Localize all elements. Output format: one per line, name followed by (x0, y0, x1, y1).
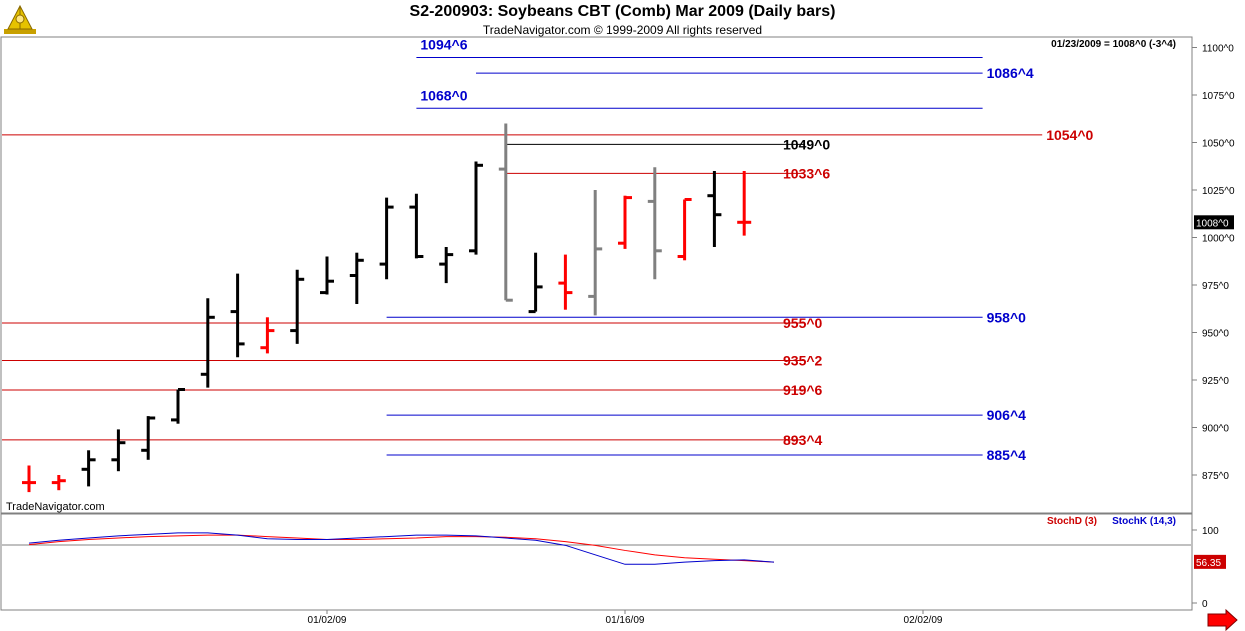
y-tick-label: 900^0 (1202, 424, 1229, 435)
watermark-text: TradeNavigator.com (6, 501, 105, 513)
level-label: 1033^6 (783, 165, 830, 181)
y-tick-label: 1050^0 (1202, 139, 1235, 150)
level-label: 885^4 (987, 447, 1027, 463)
y-tick-label: 1025^0 (1202, 186, 1235, 197)
copyright-line: TradeNavigator.com © 1999-2009 All right… (482, 23, 763, 37)
y-tick-label: 950^0 (1202, 329, 1229, 340)
y-tick-label: 925^0 (1202, 376, 1229, 387)
stochd-legend: StochD (3) (1047, 516, 1097, 527)
stoch-last-label: 56.35 (1196, 558, 1221, 569)
stoch-y-tick-label: 100 (1202, 526, 1219, 537)
trade-navigator-logo-icon (4, 4, 36, 34)
stochk-legend: StochK (14,3) (1112, 516, 1176, 527)
chart-title: S2-200903: Soybeans CBT (Comb) Mar 2009 … (409, 3, 836, 20)
stoch-series-line (28, 532, 775, 565)
y-tick-label: 875^0 (1202, 471, 1229, 482)
level-label: 958^0 (987, 309, 1027, 325)
x-tick-label: 01/16/09 (606, 615, 645, 626)
stoch-plot-frame (0, 513, 1193, 611)
level-label: 893^4 (783, 432, 823, 448)
stoch-y-tick-label: 0 (1202, 599, 1208, 610)
level-label: 1094^6 (420, 36, 467, 52)
y-tick-label: 975^0 (1202, 281, 1229, 292)
level-label: 1068^0 (420, 87, 467, 103)
y-tick-label: 1075^0 (1202, 91, 1235, 102)
level-label: 955^0 (783, 315, 823, 331)
last-price-box (1194, 215, 1234, 230)
stoch-series-line (28, 534, 775, 563)
y-tick-label: 1100^0 (1202, 44, 1234, 55)
x-tick-label: 02/02/09 (904, 615, 943, 626)
level-label: 1054^0 (1046, 127, 1093, 143)
quote-readout: 01/23/2009 = 1008^0 (-3^4) (1051, 39, 1176, 50)
last-price-label: 1008^0 (1196, 218, 1229, 229)
level-label: 1086^4 (987, 65, 1034, 81)
scroll-right-arrow-icon[interactable] (1207, 608, 1238, 631)
level-label: 1049^0 (783, 136, 830, 152)
level-label: 935^2 (783, 353, 823, 369)
level-label: 906^4 (987, 407, 1027, 423)
stoch-last-box (1194, 554, 1226, 569)
x-tick-label: 01/02/09 (308, 615, 347, 626)
level-label: 919^6 (783, 382, 823, 398)
y-tick-label: 1000^0 (1202, 234, 1235, 245)
